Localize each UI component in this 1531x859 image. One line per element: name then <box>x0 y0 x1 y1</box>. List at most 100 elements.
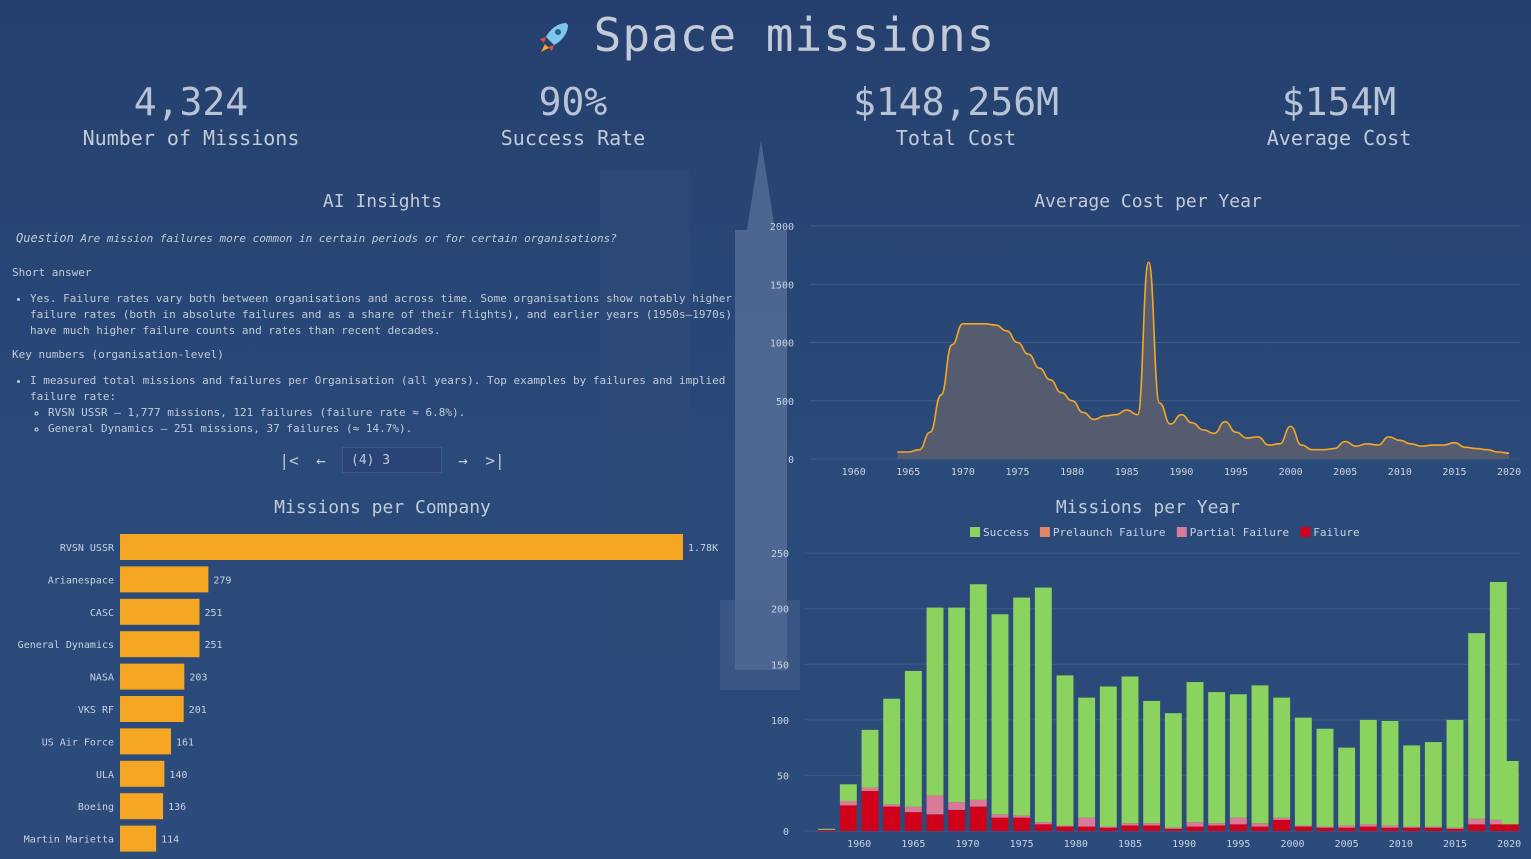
page-input[interactable] <box>342 447 442 473</box>
first-page-icon[interactable]: |< <box>279 450 299 470</box>
tick-label: VKS RF <box>78 705 114 716</box>
rocket-icon <box>536 12 572 66</box>
y-tick-label: 100 <box>771 716 789 727</box>
kpi-value: $154M <box>1281 80 1397 124</box>
kpi-label: Success Rate <box>500 126 646 150</box>
bar-segment <box>1056 675 1074 826</box>
bar-segment <box>1294 825 1312 827</box>
x-tick-label: 1960 <box>847 839 871 850</box>
x-tick-label: 2015 <box>1442 467 1466 478</box>
bar-segment <box>1273 819 1291 831</box>
bar-segment <box>1446 827 1464 829</box>
ai-insights-panel: Question Are mission failures more commo… <box>12 230 752 445</box>
bar-segment <box>883 806 901 831</box>
legend-label: Failure <box>1313 526 1359 539</box>
bar <box>120 534 683 560</box>
bar-segment <box>861 790 879 831</box>
kpi-success-rate: 90% Success Rate <box>382 80 764 150</box>
x-tick-label: 1965 <box>896 467 920 478</box>
missions-per-year-chart: 0 50 100 150 200 250 1960 1965 1970 1975 1980 1985 1… <box>771 526 1521 850</box>
y-tick-label: 200 <box>771 605 789 616</box>
bar-segment <box>1013 817 1031 831</box>
bar-segment <box>1208 825 1226 831</box>
bar <box>120 663 185 690</box>
bar-segment <box>1229 817 1247 825</box>
legend-label: Success <box>983 526 1029 539</box>
x-tick-label: 1975 <box>1005 467 1029 478</box>
bar-segment <box>969 799 987 807</box>
bar-segment <box>1078 697 1096 818</box>
x-tick-label: 1990 <box>1172 839 1196 850</box>
short-answer-list: Yes. Failure rates vary both between org… <box>12 291 752 339</box>
bar-segment <box>1316 827 1334 831</box>
bar-segment <box>861 787 879 791</box>
y-tick-label: 50 <box>777 771 789 782</box>
bar-segment <box>1208 692 1226 824</box>
bar-segment <box>1229 824 1247 831</box>
bar <box>120 631 200 658</box>
bar-segment <box>1078 817 1096 827</box>
ai-question: Question Are mission failures more commo… <box>16 230 752 247</box>
bar-segment <box>1489 819 1507 825</box>
bar-segment <box>991 817 1009 831</box>
kpi-average-cost: $154M Average Cost <box>1148 80 1530 150</box>
bar-segment <box>1034 824 1052 831</box>
bar-segment <box>1381 825 1399 828</box>
bar-segment <box>1164 828 1182 831</box>
bar-segment <box>1403 826 1421 828</box>
y-tick-label: 1000 <box>770 339 794 350</box>
prev-page-icon[interactable]: ← <box>316 450 326 470</box>
bar-segment <box>904 670 922 807</box>
bar-segment <box>991 814 1009 818</box>
tick-label: Boeing <box>78 802 114 813</box>
bar-segment <box>1468 633 1486 819</box>
bar-segment <box>948 802 966 810</box>
bar-segment <box>1489 824 1507 831</box>
short-answer-item: Yes. Failure rates vary both between org… <box>30 291 752 339</box>
bar-segment <box>1446 828 1464 831</box>
bar-segment <box>1034 822 1052 825</box>
bar-segment <box>1186 682 1204 823</box>
data-label: 161 <box>176 737 194 748</box>
bar <box>120 760 165 787</box>
y-tick-label: 150 <box>771 660 789 671</box>
bar-segment <box>1359 826 1377 831</box>
bar <box>120 728 172 755</box>
y-tick-label: 500 <box>776 397 794 408</box>
x-tick-label: 1995 <box>1224 467 1248 478</box>
legend-swatch <box>1300 527 1311 537</box>
bar-segment <box>1403 827 1421 831</box>
bar-segment <box>1229 694 1247 818</box>
x-tick-label: 1975 <box>1010 839 1034 850</box>
x-tick-label: 2020 <box>1497 839 1521 850</box>
x-tick-label: 2010 <box>1388 467 1412 478</box>
bar-segment <box>1164 827 1182 829</box>
bar-segment <box>1294 826 1312 831</box>
bar <box>120 825 157 852</box>
x-tick-label: 1985 <box>1118 839 1142 850</box>
key-numbers-intro: I measured total missions and failures p… <box>30 373 752 437</box>
next-page-icon[interactable]: → <box>458 450 468 470</box>
bar-segment <box>1099 686 1117 827</box>
data-label: 201 <box>189 705 207 716</box>
kpi-value: 4,324 <box>133 80 249 124</box>
bar-segment <box>1338 747 1356 826</box>
last-page-icon[interactable]: >| <box>485 450 505 470</box>
bar-segment <box>1056 826 1074 831</box>
bar-segment <box>948 607 966 803</box>
kpi-label: Total Cost <box>895 126 1017 150</box>
bar-segment <box>1099 827 1117 831</box>
short-answer-heading: Short answer <box>12 266 92 279</box>
bar-segment <box>1501 824 1519 831</box>
legend-label: Partial Failure <box>1190 526 1289 539</box>
bar-segment <box>1424 827 1442 831</box>
bar-segment <box>1121 825 1139 831</box>
bar-segment <box>1034 587 1052 823</box>
legend-swatch <box>1039 527 1050 537</box>
bar-segment <box>1359 719 1377 825</box>
bar-segment <box>1489 582 1507 820</box>
missions-per-company-chart: RVSN USSR 1.78K Arianespace 279 CASC 251 Gener… <box>18 534 718 852</box>
bar-segment <box>1381 720 1399 826</box>
ai-insights-title: AI Insights <box>322 191 443 212</box>
bar-segment <box>839 784 857 801</box>
